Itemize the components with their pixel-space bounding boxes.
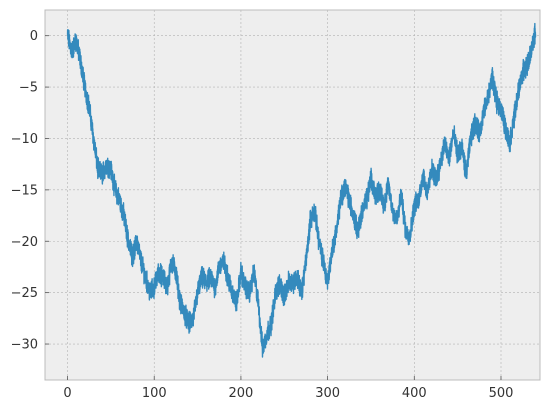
y-tick-label: −15: [11, 183, 38, 198]
x-tick-label: 400: [402, 386, 427, 401]
x-tick-label: 200: [229, 386, 254, 401]
plot-area: [45, 10, 540, 380]
y-tick-label: −30: [11, 338, 38, 353]
x-tick-label: 300: [315, 386, 340, 401]
plot-frame: [44, 9, 541, 381]
tick-labels: 0 100 200 300 400 500 0 −5 −10 −15 −20 −25 −30: [11, 29, 514, 401]
tick-marks: [45, 35, 502, 380]
series-line: [66, 22, 537, 358]
y-tick-label: 0: [30, 29, 38, 44]
grid: [45, 10, 540, 380]
y-tick-label: −25: [11, 286, 38, 301]
y-tick-label: −5: [19, 81, 38, 96]
y-tick-label: −10: [11, 132, 38, 147]
series-layer: [66, 22, 537, 358]
x-tick-label: 100: [142, 386, 167, 401]
y-tick-label: −20: [11, 235, 38, 250]
x-tick-label: 0: [63, 386, 71, 401]
x-tick-label: 500: [489, 386, 514, 401]
